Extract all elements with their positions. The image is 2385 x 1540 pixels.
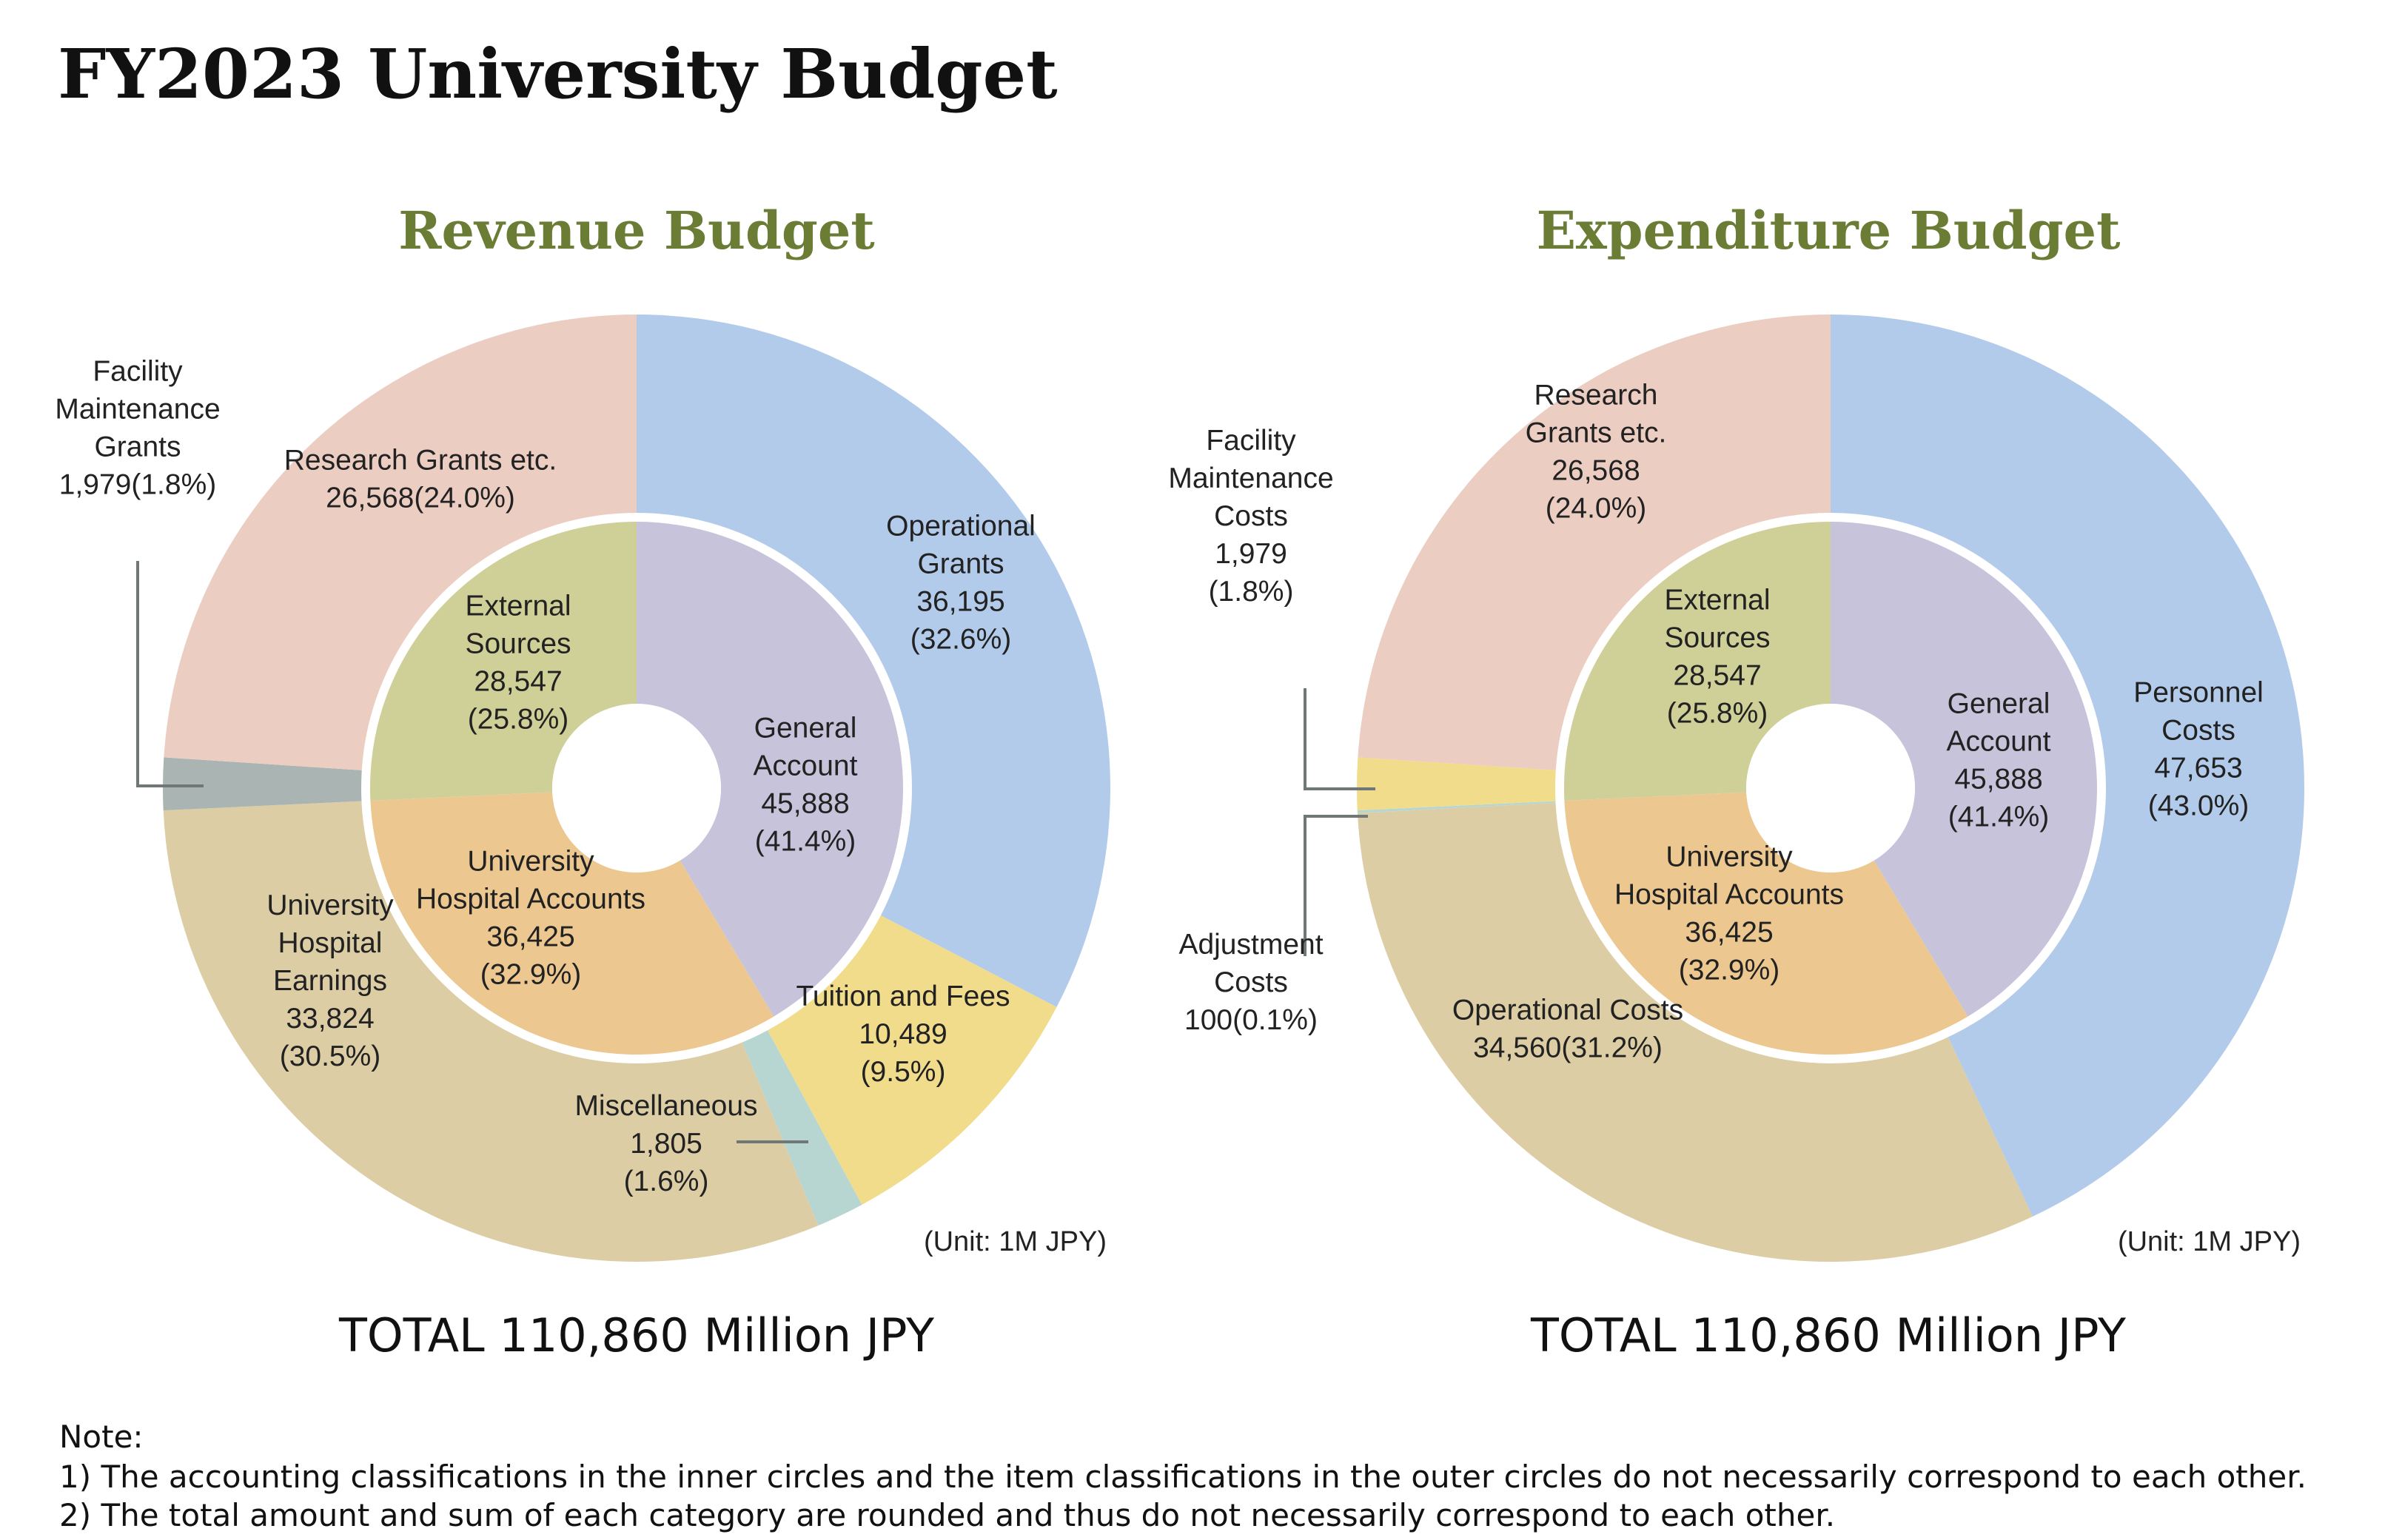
note-1: 1) The accounting classifications in the… [59, 1459, 2307, 1495]
expenditure-outer-slice-adjustment-costs [1357, 801, 1560, 813]
expenditure-chart: General Account 45,888 (41.4%) University Hos… [1168, 200, 2305, 1362]
revenue-outer-label-tuition-and-fees: Tuition and Fees 10,489 (9.5%) [796, 981, 1010, 1088]
revenue-leader-line-0 [136, 561, 204, 787]
revenue-outer-label-miscellaneous: Miscellaneous 1,805 (1.6%) [574, 1090, 757, 1197]
revenue-inner-label-general-account: General Account 45,888 (41.4%) [754, 713, 858, 858]
revenue-outer-slice-university-hospital-earnings [163, 801, 819, 1262]
expenditure-inner-label-general-account: General Account 45,888 (41.4%) [1947, 688, 2051, 833]
expenditure-inner-label-external-sources: External Sources 28,547 (25.8%) [1664, 585, 1770, 730]
revenue-center-hole [552, 704, 721, 872]
revenue-outer-slice-tuition-and-fees [765, 913, 1057, 1205]
revenue-inner-slice-university-hospital-accounts [370, 792, 774, 1055]
expenditure-outer-slice-research-grants-etc [1358, 315, 1831, 771]
revenue-outer-label-operational-grants: Operational Grants 36,195 (32.6%) [886, 511, 1036, 656]
revenue-inner-label-external-sources: External Sources 28,547 (25.8%) [465, 591, 571, 736]
expenditure-outer-slice-facility-maintenance-costs [1357, 757, 1560, 811]
revenue-chart: General Account 45,888 (41.4%) University Hos… [55, 200, 1110, 1362]
expenditure-total-label: TOTAL 110,860 Million JPY [1530, 1308, 2126, 1362]
expenditure-outer-label-operational-costs: Operational Costs 34,560(31.2%) [1452, 995, 1683, 1064]
revenue-outer-label-university-hospital-earnings: University Hospital Earnings 33,824 (30.5%) [266, 890, 394, 1072]
note-2: 2) The total amount and sum of each cate… [59, 1497, 1835, 1533]
revenue-inner-slice-external-sources [370, 522, 637, 801]
expenditure-outer-slice-operational-costs [1357, 802, 2033, 1262]
revenue-inner-slice-general-account [637, 522, 903, 1017]
note-heading: Note: [59, 1419, 144, 1455]
revenue-total-label: TOTAL 110,860 Million JPY [338, 1308, 934, 1362]
revenue-outer-slice-facility-maintenance-grants [163, 757, 366, 811]
revenue-outer-slice-miscellaneous [740, 1026, 862, 1226]
expenditure-outer-label-facility-maintenance-costs: Facility Maintenance Costs 1,979 (1.8%) [1168, 425, 1333, 608]
expenditure-chart-title: Expenditure Budget [1537, 200, 2121, 261]
expenditure-unit-label: (Unit: 1M JPY) [2118, 1226, 2301, 1257]
expenditure-outer-label-research-grants-etc: Research Grants etc. 26,568 (24.0%) [1526, 380, 1667, 525]
revenue-chart-title: Revenue Budget [398, 200, 874, 261]
expenditure-inner-slice-university-hospital-accounts [1564, 792, 1968, 1055]
expenditure-leader-line-1 [1304, 815, 1368, 956]
expenditure-outer-label-adjustment-costs: Adjustment Costs 100(0.1%) [1178, 929, 1323, 1036]
revenue-unit-label: (Unit: 1M JPY) [924, 1226, 1107, 1257]
expenditure-inner-slice-general-account [1831, 522, 2097, 1017]
revenue-outer-slice-research-grants-etc [164, 315, 637, 771]
expenditure-leader-line-0 [1304, 688, 1375, 790]
notes-block: Note: 1) The accounting classifications … [59, 1419, 2307, 1533]
expenditure-ring-separator [1555, 513, 2106, 1063]
revenue-outer-slice-operational-grants [637, 315, 1110, 1007]
expenditure-inner-slice-external-sources [1564, 522, 1831, 801]
revenue-outer-label-facility-maintenance-grants: Facility Maintenance Grants 1,979(1.8%) [55, 356, 220, 501]
expenditure-inner-label-university-hospital-accounts: University Hospital Accounts 36,425 (32.9%) [1614, 841, 1844, 986]
expenditure-center-hole [1746, 704, 1915, 872]
revenue-ring-separator [361, 513, 912, 1063]
page-title: FY2023 University Budget [58, 34, 1058, 114]
revenue-inner-label-university-hospital-accounts: University Hospital Accounts 36,425 (32.9%) [416, 846, 645, 991]
expenditure-outer-label-personnel-costs: Personnel Costs 47,653 (43.0%) [2133, 677, 2264, 822]
revenue-outer-label-research-grants-etc: Research Grants etc. 26,568(24.0%) [284, 445, 557, 514]
